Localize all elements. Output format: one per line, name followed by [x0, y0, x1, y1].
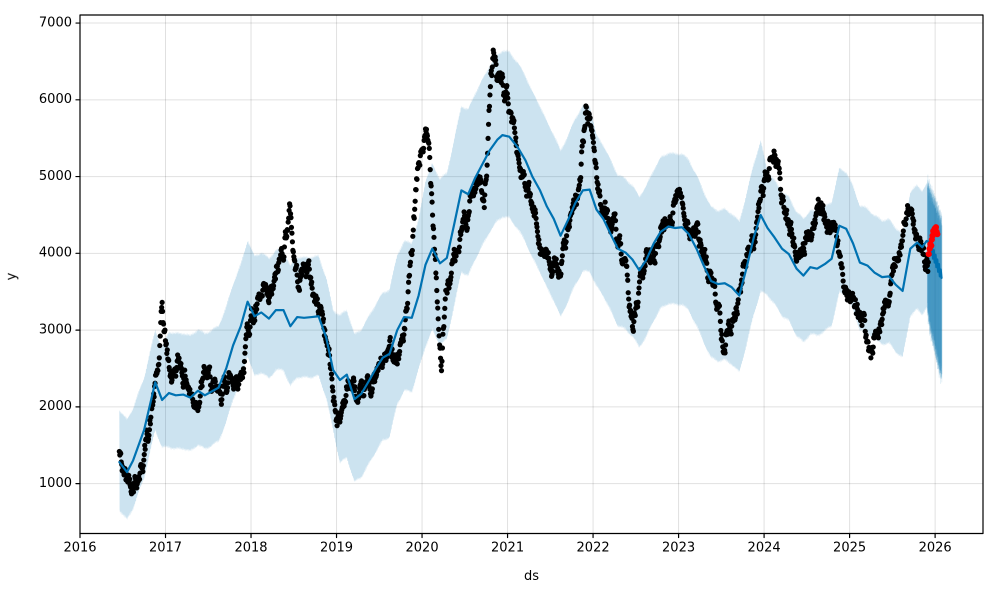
y-axis-label: y [4, 272, 20, 281]
x-axis-label: ds [524, 569, 540, 584]
